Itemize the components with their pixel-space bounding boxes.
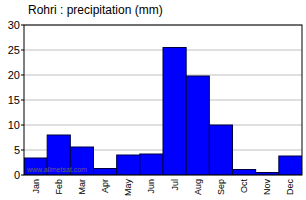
bar: [94, 169, 117, 176]
bar: [186, 76, 209, 175]
bar: [279, 156, 302, 175]
bar: [163, 48, 186, 176]
plot-background: [24, 25, 302, 175]
x-tick-label: Mar: [77, 179, 87, 195]
x-tick-label: May: [123, 179, 133, 197]
x-tick-label: Jul: [170, 179, 180, 191]
plot-frame: [24, 25, 302, 175]
bar: [117, 155, 140, 175]
x-tick-label: Apr: [100, 179, 110, 193]
chart-svg: 0 5 10 15 20 25 30 Jan Feb Mar Apr May Jun Jul Aug Sep O…: [0, 0, 306, 200]
y-tick-label: 10: [8, 119, 20, 131]
y-tick-label: 30: [8, 19, 20, 31]
y-tick-label: 15: [8, 94, 20, 106]
x-tick-label: Aug: [193, 179, 203, 195]
y-tick-label: 20: [8, 69, 20, 81]
x-tick-label: Oct: [239, 179, 249, 194]
x-tick-label: Feb: [54, 179, 64, 195]
watermark: www.allmetsat.com: [26, 166, 87, 173]
chart-container: 0 5 10 15 20 25 30 Jan Feb Mar Apr May Jun Jul Aug Sep O…: [0, 0, 306, 200]
bars: [24, 48, 302, 176]
x-tick-label: Jun: [146, 179, 156, 194]
bar: [209, 125, 232, 175]
bar: [140, 154, 163, 175]
title: Rohri : precipitation (mm): [28, 3, 163, 17]
bar: [233, 170, 256, 176]
y-tick-label: 0: [14, 169, 20, 181]
x-tick-label: Sep: [216, 179, 226, 195]
x-tick-label: Jan: [31, 179, 41, 194]
y-tick-label: 25: [8, 44, 20, 56]
y-tick-label: 5: [14, 144, 20, 156]
x-tick-label: Dec: [285, 179, 295, 196]
x-tick-label: Nov: [262, 179, 272, 196]
